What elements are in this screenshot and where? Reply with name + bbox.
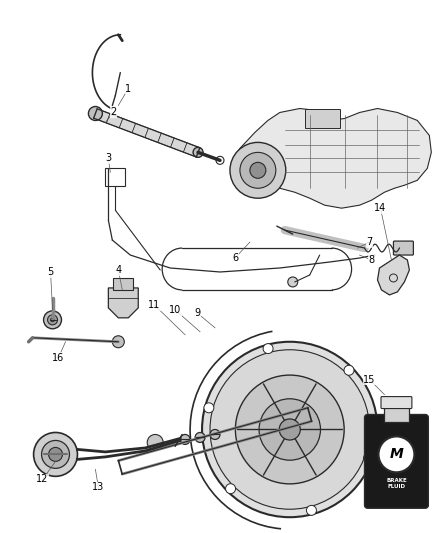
- Circle shape: [34, 432, 78, 477]
- Circle shape: [235, 375, 344, 484]
- Text: 5: 5: [47, 267, 54, 277]
- Circle shape: [378, 437, 414, 472]
- Text: M: M: [389, 447, 403, 462]
- Polygon shape: [305, 109, 339, 128]
- Polygon shape: [106, 114, 123, 128]
- Circle shape: [364, 453, 374, 463]
- Polygon shape: [378, 255, 410, 295]
- Text: 14: 14: [374, 203, 387, 213]
- Text: BRAKE
FLUID: BRAKE FLUID: [386, 478, 407, 489]
- FancyBboxPatch shape: [364, 415, 428, 508]
- Polygon shape: [113, 278, 133, 290]
- Circle shape: [250, 163, 266, 178]
- Circle shape: [259, 399, 321, 460]
- Circle shape: [204, 403, 214, 413]
- Circle shape: [263, 344, 273, 353]
- Circle shape: [50, 318, 54, 322]
- FancyBboxPatch shape: [381, 397, 412, 409]
- Circle shape: [88, 107, 102, 120]
- Circle shape: [230, 142, 286, 198]
- Circle shape: [210, 350, 370, 509]
- FancyBboxPatch shape: [384, 406, 409, 422]
- Text: 15: 15: [364, 375, 376, 385]
- Text: 4: 4: [115, 265, 121, 275]
- Text: 13: 13: [92, 482, 105, 492]
- Circle shape: [279, 419, 300, 440]
- Circle shape: [43, 311, 61, 329]
- Circle shape: [147, 434, 163, 450]
- Text: 6: 6: [232, 253, 238, 263]
- Text: 1: 1: [125, 84, 131, 94]
- Circle shape: [307, 505, 316, 515]
- Text: 2: 2: [110, 108, 117, 117]
- Circle shape: [210, 430, 220, 439]
- Circle shape: [226, 484, 236, 494]
- Polygon shape: [171, 138, 187, 152]
- Polygon shape: [94, 109, 110, 123]
- Polygon shape: [119, 118, 136, 133]
- Text: 3: 3: [105, 154, 111, 163]
- Circle shape: [195, 432, 205, 442]
- Text: 8: 8: [368, 255, 374, 265]
- Circle shape: [397, 243, 407, 253]
- Circle shape: [42, 440, 70, 469]
- Text: 10: 10: [169, 305, 181, 315]
- Circle shape: [240, 152, 276, 188]
- Circle shape: [112, 336, 124, 348]
- Text: 7: 7: [367, 237, 373, 247]
- Polygon shape: [184, 143, 200, 157]
- Text: 11: 11: [148, 300, 160, 310]
- Polygon shape: [158, 133, 174, 147]
- Polygon shape: [108, 288, 138, 318]
- Circle shape: [202, 342, 378, 517]
- Polygon shape: [232, 109, 431, 208]
- Polygon shape: [145, 128, 161, 142]
- Text: 16: 16: [53, 353, 65, 363]
- Circle shape: [49, 447, 63, 462]
- Text: 9: 9: [194, 308, 200, 318]
- FancyBboxPatch shape: [393, 241, 413, 255]
- Text: 12: 12: [36, 474, 49, 484]
- Circle shape: [288, 277, 298, 287]
- Circle shape: [48, 315, 57, 325]
- Circle shape: [344, 365, 354, 375]
- Circle shape: [180, 434, 190, 445]
- Polygon shape: [132, 124, 148, 138]
- Circle shape: [193, 148, 203, 157]
